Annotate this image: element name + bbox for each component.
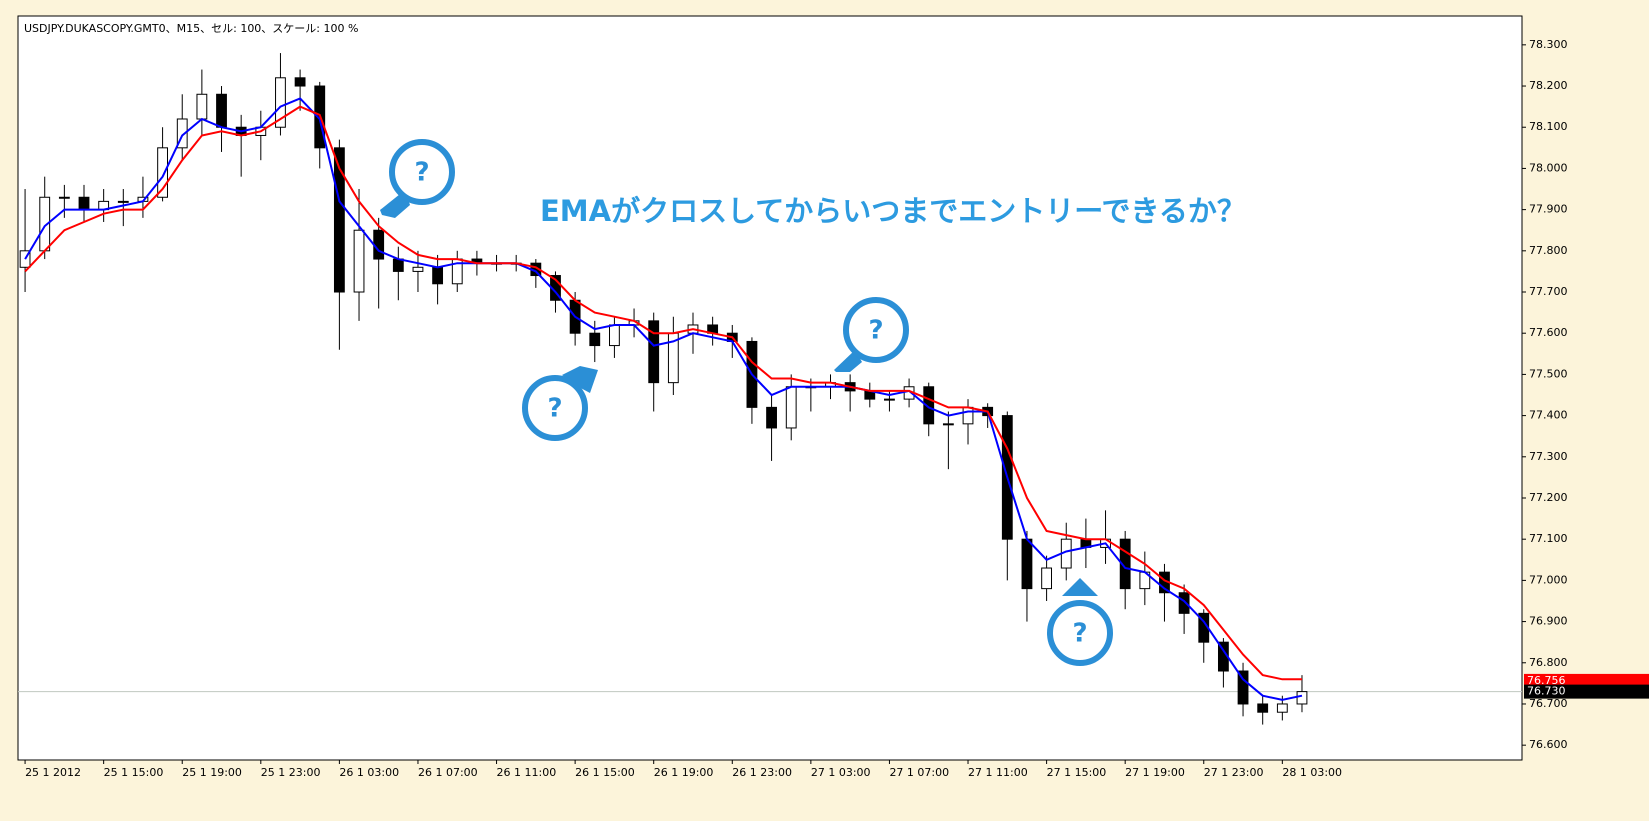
x-tick-label: 25 1 19:00 [182, 766, 242, 779]
candle-body [1119, 538, 1131, 590]
callout-tail [562, 366, 598, 393]
candle-body [333, 147, 345, 293]
ema-line [24, 105, 1302, 681]
y-tick-label: 77.900 [1529, 203, 1568, 216]
price-label: 76.730 [1527, 685, 1566, 698]
candle-body [216, 93, 227, 128]
candle-body [275, 77, 286, 128]
callouts: ???? [380, 139, 1113, 666]
callout-ring [843, 297, 909, 363]
candle-body [766, 406, 777, 429]
candle-body [58, 196, 70, 199]
y-tick-label: 77.600 [1529, 326, 1568, 339]
ema-line [24, 97, 1303, 701]
callout-tail [834, 350, 862, 372]
candle-body [373, 229, 385, 260]
x-tick-label: 26 1 07:00 [418, 766, 478, 779]
y-tick-label: 76.900 [1529, 615, 1568, 628]
x-tick-label: 26 1 03:00 [339, 766, 399, 779]
candle-body [412, 266, 424, 272]
price-label-box [1524, 684, 1649, 699]
chart-title: USDJPY.DUKASCOPY.GMT0、M15、セル: 100、スケール: … [24, 22, 358, 35]
y-tick-label: 76.600 [1529, 738, 1568, 751]
callout-tail [1062, 578, 1098, 596]
x-tick-label: 27 1 11:00 [968, 766, 1028, 779]
callout-label: ? [414, 158, 429, 188]
y-tick-label: 78.100 [1529, 120, 1568, 133]
x-tick-label: 27 1 07:00 [889, 766, 949, 779]
candle-body [392, 258, 404, 272]
x-tick-label: 27 1 23:00 [1204, 766, 1264, 779]
candle-body [1237, 670, 1249, 705]
candle-body [962, 406, 974, 425]
x-tick-label: 27 1 15:00 [1047, 766, 1107, 779]
plot-area [17, 15, 1523, 761]
y-tick-label: 77.500 [1529, 367, 1568, 380]
candle-body [353, 229, 365, 293]
x-tick-label: 27 1 19:00 [1125, 766, 1185, 779]
y-tick-label: 77.000 [1529, 573, 1568, 586]
x-tick-label: 26 1 11:00 [497, 766, 557, 779]
candle-body [1276, 703, 1288, 713]
x-tick-label: 28 1 03:00 [1282, 766, 1342, 779]
candle-body [117, 200, 129, 203]
candle-body [1296, 691, 1308, 705]
callout-ring [522, 375, 588, 441]
candle-body [157, 147, 168, 198]
callout-ring [1047, 600, 1113, 666]
price-label: 76.756 [1527, 674, 1566, 687]
candle-body [176, 118, 188, 149]
candle-body [196, 93, 208, 120]
candle-body [294, 77, 306, 87]
candle-body [942, 423, 954, 426]
candle-body [432, 266, 444, 285]
x-tick-label: 26 1 23:00 [732, 766, 792, 779]
y-tick-label: 78.200 [1529, 79, 1568, 92]
x-tick-label: 27 1 03:00 [811, 766, 871, 779]
x-tick-label: 26 1 15:00 [575, 766, 635, 779]
candle-body [884, 398, 895, 401]
y-tick-label: 77.100 [1529, 532, 1568, 545]
x-tick-label: 25 1 15:00 [104, 766, 164, 779]
candle-body [1257, 703, 1269, 713]
candle-body [589, 332, 601, 347]
y-tick-label: 77.700 [1529, 285, 1568, 298]
candle-body [1021, 538, 1033, 590]
y-tick-label: 77.300 [1529, 450, 1568, 463]
y-tick-label: 78.000 [1529, 161, 1568, 174]
candle-body [785, 386, 797, 429]
y-tick-label: 76.700 [1529, 697, 1568, 710]
y-tick-label: 77.200 [1529, 491, 1568, 504]
y-tick-label: 76.800 [1529, 656, 1568, 669]
y-tick-label: 77.800 [1529, 244, 1568, 257]
x-tick-label: 26 1 19:00 [654, 766, 714, 779]
callout-label: ? [1072, 619, 1087, 649]
y-tick-label: 78.300 [1529, 38, 1568, 51]
x-tick-label: 25 1 23:00 [261, 766, 321, 779]
annotation: EMAがクロスしてからいつまでエントリーできるか？ [540, 194, 1246, 228]
candle-body [648, 320, 660, 384]
y-tick-label: 77.400 [1529, 409, 1568, 422]
callout-ring [389, 139, 455, 205]
callout-label: ? [547, 394, 562, 424]
callout-label: ? [868, 316, 883, 346]
marks [18, 53, 1522, 725]
candle-body [78, 196, 90, 211]
x-tick-label: 25 1 2012 [25, 766, 81, 779]
candle-body [1041, 567, 1053, 590]
price-label-box [1524, 673, 1649, 688]
candle-body [1178, 592, 1190, 614]
candle-body [923, 386, 935, 425]
candle-body [609, 324, 620, 347]
